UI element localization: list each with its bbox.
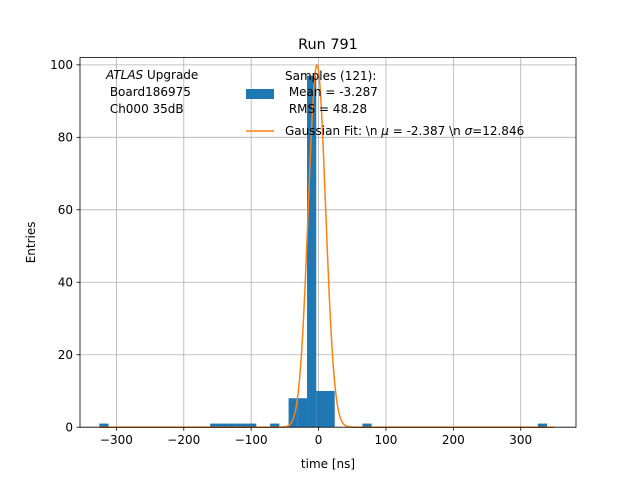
legend-fit-mu: μ	[380, 124, 389, 138]
x-tick-label: 100	[375, 433, 398, 447]
histogram-bar	[219, 423, 229, 428]
x-tick-label: −300	[100, 433, 133, 447]
y-tick-label: 0	[65, 421, 73, 435]
x-axis-label: time [ns]	[301, 457, 355, 471]
x-tick-label: 0	[315, 433, 323, 447]
legend-histogram-line-3: RMS = 48.28	[285, 102, 367, 116]
histogram-bar	[228, 423, 238, 428]
histogram-bar	[210, 423, 220, 428]
x-tick-label: −100	[235, 433, 268, 447]
histogram-bar	[316, 390, 326, 428]
y-tick-label: 100	[50, 58, 73, 72]
x-axis-ticks: −300 −200 −100 0 100 200 300	[100, 427, 532, 447]
legend-fit-end: =12.846	[472, 124, 524, 138]
legend-histogram-line-1: Samples (121):	[285, 69, 376, 83]
histogram-bar	[270, 423, 280, 428]
histogram-bar	[247, 423, 257, 428]
plot-frame	[79, 57, 577, 428]
x-tick-label: −200	[167, 433, 200, 447]
atlas-annotation: ATLAS Upgrade Board186975 Ch000 35dB	[105, 68, 198, 116]
y-tick-label: 80	[58, 131, 73, 145]
x-tick-label: 300	[509, 433, 532, 447]
histogram-bar	[237, 423, 248, 428]
y-tick-label: 60	[58, 203, 73, 217]
annotation-upgrade: Upgrade	[143, 68, 198, 82]
histogram-bar	[325, 390, 335, 428]
y-axis-label: Entries	[24, 222, 38, 264]
annotation-line-1: ATLAS Upgrade	[105, 68, 198, 82]
legend-fit-mid: = -2.387 \n	[389, 124, 465, 138]
legend-swatch-histogram	[246, 89, 274, 99]
chart-title: Run 791	[298, 37, 358, 53]
legend-fit-sigma: σ	[465, 124, 473, 138]
legend-fit-label: Gaussian Fit: \n μ = -2.387 \n σ=12.846	[285, 124, 524, 138]
histogram-bar	[362, 423, 372, 428]
histogram-bar	[307, 75, 317, 428]
histogram-bar	[288, 398, 298, 428]
y-tick-label: 40	[58, 276, 73, 290]
legend-histogram-line-2: Mean = -3.287	[285, 85, 378, 99]
annotation-line-3: Ch000 35dB	[106, 102, 184, 116]
y-tick-label: 20	[58, 348, 73, 362]
histogram-bar	[99, 423, 109, 428]
legend-fit-prefix: Gaussian Fit: \n	[285, 124, 381, 138]
annotation-line-2: Board186975	[106, 85, 191, 99]
annotation-atlas: ATLAS	[105, 68, 144, 82]
histogram-bar	[537, 423, 548, 428]
x-tick-label: 200	[442, 433, 465, 447]
y-axis-ticks: 0 20 40 60 80 100	[50, 58, 80, 435]
histogram-bars	[99, 75, 548, 428]
histogram-bar	[297, 398, 308, 428]
legend: Samples (121): Mean = -3.287 RMS = 48.28…	[246, 69, 524, 138]
